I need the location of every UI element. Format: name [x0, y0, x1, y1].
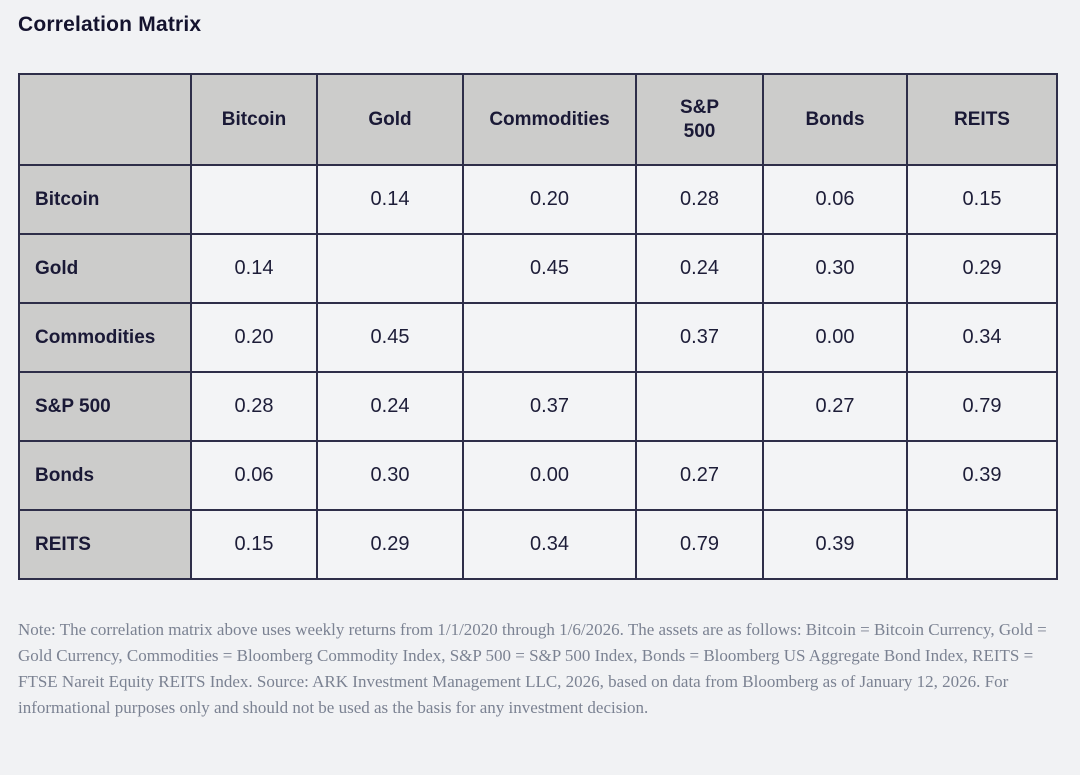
matrix-cell-reits-bitcoin: 0.15	[190, 509, 318, 580]
row-header-commodities: Commodities	[18, 302, 192, 373]
matrix-cell-gold-commodities: 0.45	[462, 233, 637, 304]
matrix-cell-bonds-reits: 0.39	[906, 440, 1058, 511]
correlation-matrix-container: Bitcoin Gold Commodities S&P 500 Bonds REITS …	[18, 73, 1080, 580]
matrix-cell-s-p-500-s-p-500	[635, 371, 764, 442]
matrix-corner-cell	[18, 73, 192, 166]
column-header-bonds: Bonds	[762, 73, 908, 166]
matrix-cell-reits-s-p-500: 0.79	[635, 509, 764, 580]
matrix-cell-bitcoin-bonds: 0.06	[762, 164, 908, 235]
matrix-row-commodities: Commodities 0.20 0.45 0.37 0.00 0.34	[18, 302, 1058, 373]
matrix-cell-gold-gold	[316, 233, 464, 304]
matrix-cell-s-p-500-gold: 0.24	[316, 371, 464, 442]
matrix-cell-gold-s-p-500: 0.24	[635, 233, 764, 304]
page-title: Correlation Matrix	[18, 13, 202, 36]
row-header-s-p-500: S&P 500	[18, 371, 192, 442]
matrix-cell-bonds-bitcoin: 0.06	[190, 440, 318, 511]
matrix-cell-bitcoin-gold: 0.14	[316, 164, 464, 235]
matrix-cell-gold-reits: 0.29	[906, 233, 1058, 304]
matrix-cell-commodities-reits: 0.34	[906, 302, 1058, 373]
matrix-cell-bitcoin-bitcoin	[190, 164, 318, 235]
matrix-cell-bonds-commodities: 0.00	[462, 440, 637, 511]
column-header-commodities: Commodities	[462, 73, 637, 166]
column-header-s-p-500: S&P 500	[635, 73, 764, 166]
matrix-cell-bitcoin-s-p-500: 0.28	[635, 164, 764, 235]
matrix-cell-reits-gold: 0.29	[316, 509, 464, 580]
correlation-matrix-table: Bitcoin Gold Commodities S&P 500 Bonds REITS …	[18, 73, 1058, 580]
column-header-gold: Gold	[316, 73, 464, 166]
matrix-cell-commodities-bitcoin: 0.20	[190, 302, 318, 373]
matrix-cell-bonds-gold: 0.30	[316, 440, 464, 511]
matrix-cell-reits-reits	[906, 509, 1058, 580]
matrix-cell-bitcoin-commodities: 0.20	[462, 164, 637, 235]
matrix-cell-s-p-500-bonds: 0.27	[762, 371, 908, 442]
matrix-cell-reits-bonds: 0.39	[762, 509, 908, 580]
matrix-row-s-p-500: S&P 500 0.28 0.24 0.37 0.27 0.79	[18, 371, 1058, 442]
matrix-row-reits: REITS 0.15 0.29 0.34 0.79 0.39	[18, 509, 1058, 580]
matrix-cell-reits-commodities: 0.34	[462, 509, 637, 580]
matrix-cell-s-p-500-commodities: 0.37	[462, 371, 637, 442]
matrix-cell-commodities-gold: 0.45	[316, 302, 464, 373]
matrix-row-gold: Gold 0.14 0.45 0.24 0.30 0.29	[18, 233, 1058, 304]
matrix-cell-commodities-bonds: 0.00	[762, 302, 908, 373]
row-header-bitcoin: Bitcoin	[18, 164, 192, 235]
column-header-reits: REITS	[906, 73, 1058, 166]
matrix-cell-bonds-s-p-500: 0.27	[635, 440, 764, 511]
column-header-bitcoin: Bitcoin	[190, 73, 318, 166]
matrix-cell-s-p-500-reits: 0.79	[906, 371, 1058, 442]
matrix-cell-gold-bonds: 0.30	[762, 233, 908, 304]
matrix-cell-commodities-commodities	[462, 302, 637, 373]
matrix-cell-s-p-500-bitcoin: 0.28	[190, 371, 318, 442]
matrix-header: Bitcoin Gold Commodities S&P 500 Bonds REITS	[18, 73, 1058, 166]
matrix-cell-bonds-bonds	[762, 440, 908, 511]
matrix-header-row: Bitcoin Gold Commodities S&P 500 Bonds REITS	[18, 73, 1058, 166]
matrix-row-bonds: Bonds 0.06 0.30 0.00 0.27 0.39	[18, 440, 1058, 511]
row-header-gold: Gold	[18, 233, 192, 304]
row-header-reits: REITS	[18, 509, 192, 580]
matrix-cell-gold-bitcoin: 0.14	[190, 233, 318, 304]
matrix-cell-bitcoin-reits: 0.15	[906, 164, 1058, 235]
matrix-body: Bitcoin 0.14 0.20 0.28 0.06 0.15 Gold 0.14 0.45 0…	[18, 164, 1058, 580]
matrix-row-bitcoin: Bitcoin 0.14 0.20 0.28 0.06 0.15	[18, 164, 1058, 235]
row-header-bonds: Bonds	[18, 440, 192, 511]
footnote: Note: The correlation matrix above uses …	[18, 620, 1047, 717]
matrix-cell-commodities-s-p-500: 0.37	[635, 302, 764, 373]
